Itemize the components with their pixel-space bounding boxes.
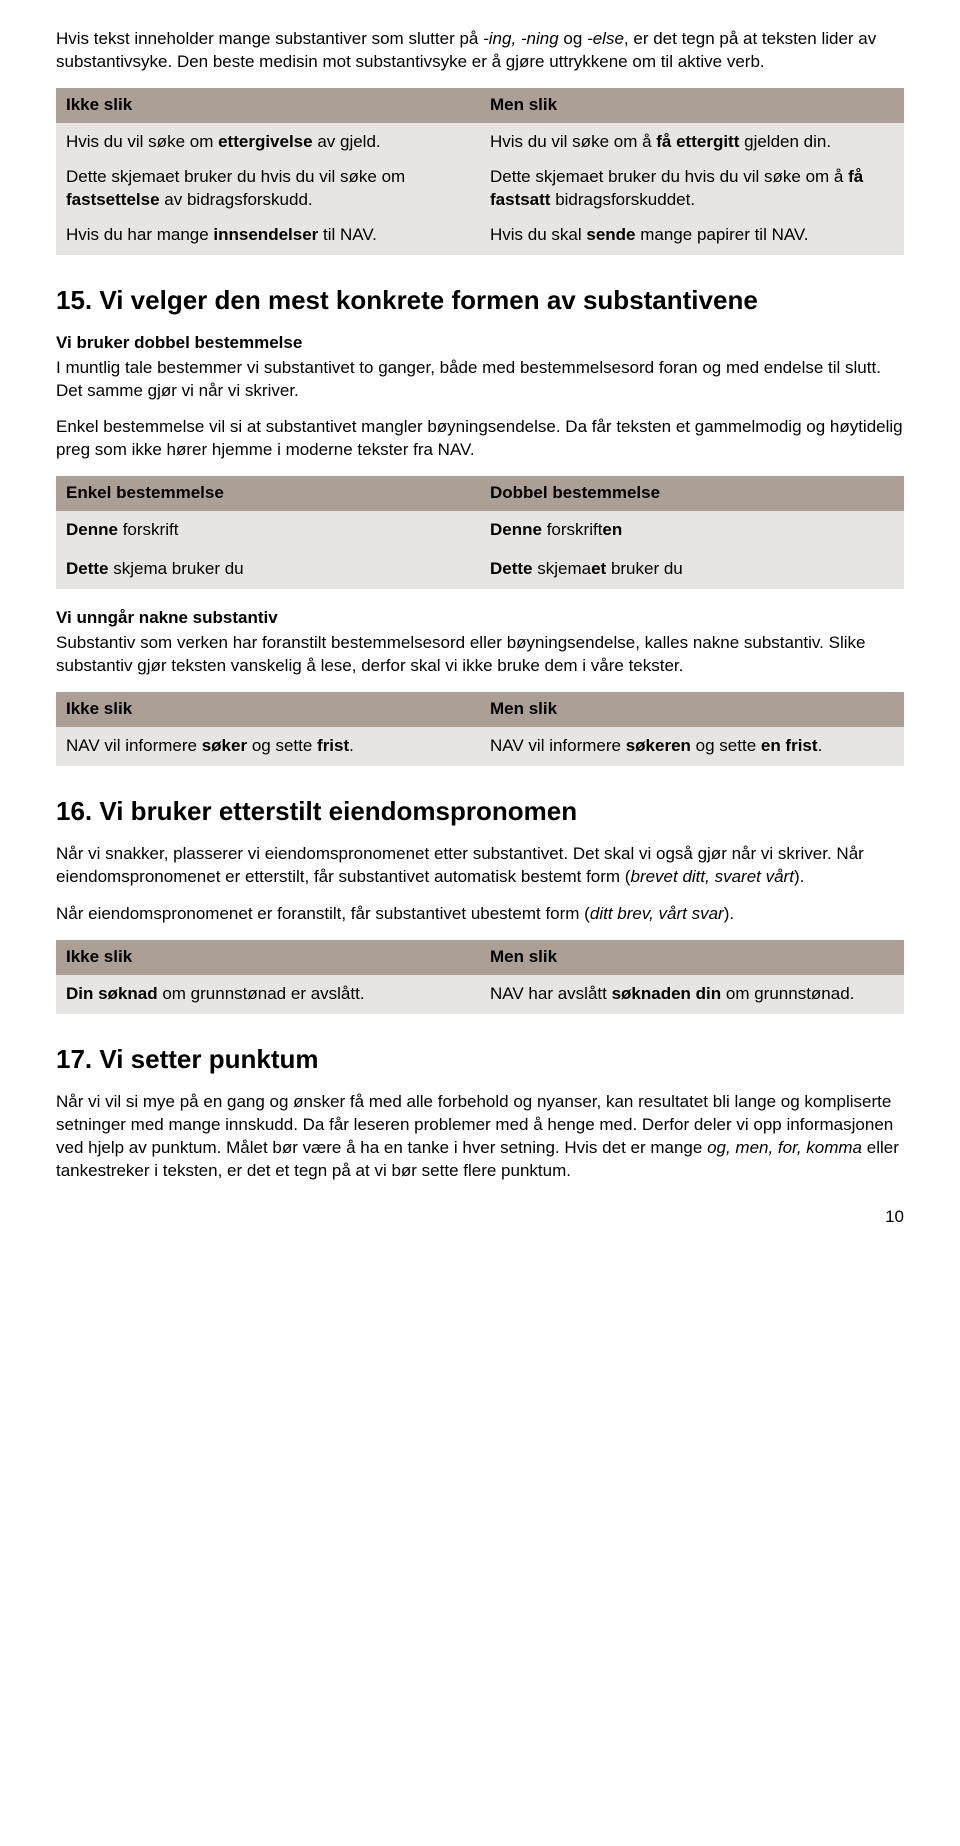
- table-cell-left: Hvis du vil søke om ettergivelse av gjel…: [56, 123, 480, 255]
- table-nakne-substantiv: Ikke slik Men slik NAV vil informere søk…: [56, 692, 904, 766]
- section-17-paragraph-1: Når vi vil si mye på en gang og ønsker f…: [56, 1091, 904, 1183]
- table-bestemmelse: Enkel bestemmelse Dobbel bestemmelse Den…: [56, 476, 904, 589]
- table-cell-right: Hvis du vil søke om å få ettergitt gjeld…: [480, 123, 904, 255]
- section-15-paragraph-3: Substantiv som verken har foranstilt bes…: [56, 632, 904, 678]
- table-header-left: Ikke slik: [56, 692, 480, 727]
- section-16-title: 16. Vi bruker etterstilt eiendomspronome…: [56, 794, 904, 829]
- intro-text: og: [559, 29, 587, 48]
- table-header-left: Ikke slik: [56, 940, 480, 975]
- section-15-paragraph-2: Enkel bestemmelse vil si at substantivet…: [56, 416, 904, 462]
- table-cell-right: NAV har avslått søknaden din om grunnstø…: [480, 975, 904, 1014]
- table-header-right: Men slik: [480, 692, 904, 727]
- table-header-right: Men slik: [480, 88, 904, 123]
- page-number: 10: [56, 1206, 904, 1229]
- section-15-title: 15. Vi velger den mest konkrete formen a…: [56, 283, 904, 318]
- table-eiendomspronomen: Ikke slik Men slik Din søknad om grunnst…: [56, 940, 904, 1014]
- table-cell-left: Din søknad om grunnstønad er avslått.: [56, 975, 480, 1014]
- section-17-title: 17. Vi setter punktum: [56, 1042, 904, 1077]
- table-header-left: Enkel bestemmelse: [56, 476, 480, 511]
- table-cell-left: Denne forskrift: [56, 511, 480, 550]
- table-header-right: Dobbel bestemmelse: [480, 476, 904, 511]
- intro-italic-1: -ing, -ning: [483, 29, 559, 48]
- section-16-paragraph-2: Når eiendomspronomenet er foranstilt, få…: [56, 903, 904, 926]
- table-substantivsyke: Ikke slik Men slik Hvis du vil søke om e…: [56, 88, 904, 255]
- table-cell-right: Dette skjemaet bruker du: [480, 550, 904, 589]
- table-cell-right: NAV vil informere søkeren og sette en fr…: [480, 727, 904, 766]
- section-15-subhead-2: Vi unngår nakne substantiv: [56, 607, 904, 630]
- intro-paragraph: Hvis tekst inneholder mange substantiver…: [56, 28, 904, 74]
- table-cell-left: NAV vil informere søker og sette frist.: [56, 727, 480, 766]
- section-15-paragraph-1: I muntlig tale bestemmer vi substantivet…: [56, 357, 904, 403]
- table-header-left: Ikke slik: [56, 88, 480, 123]
- table-header-right: Men slik: [480, 940, 904, 975]
- table-cell-right: Denne forskriften: [480, 511, 904, 550]
- section-16-paragraph-1: Når vi snakker, plasserer vi eiendomspro…: [56, 843, 904, 889]
- intro-italic-2: -else: [587, 29, 624, 48]
- table-cell-left: Dette skjema bruker du: [56, 550, 480, 589]
- intro-text: Hvis tekst inneholder mange substantiver…: [56, 29, 483, 48]
- section-15-subhead-1: Vi bruker dobbel bestemmelse: [56, 332, 904, 355]
